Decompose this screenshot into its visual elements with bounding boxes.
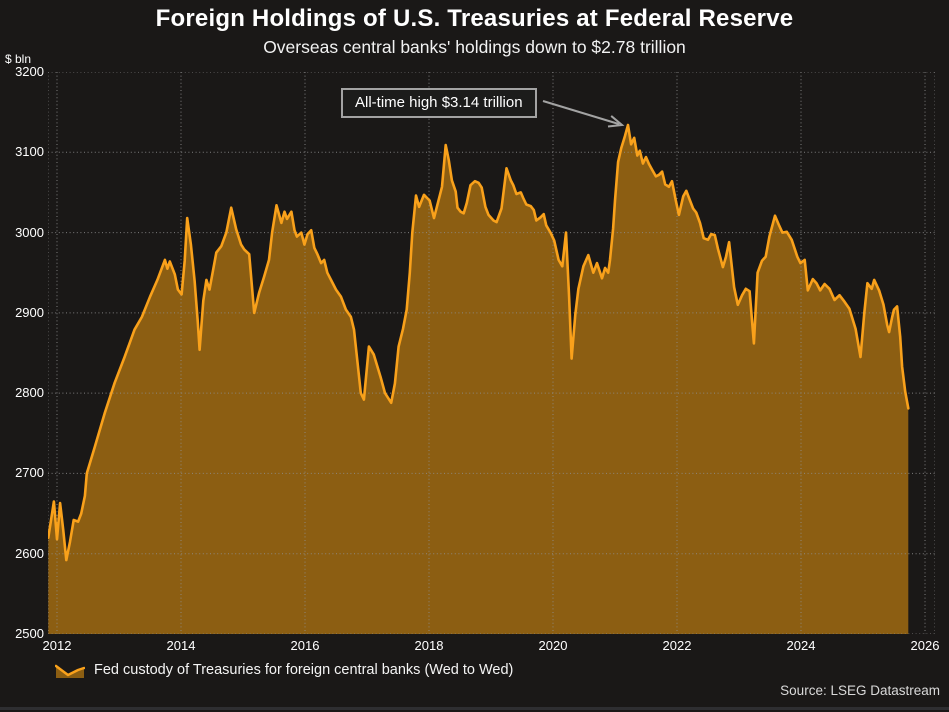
x-tick-label: 2018 (414, 638, 444, 653)
x-tick-label: 2024 (786, 638, 816, 653)
x-tick-label: 2014 (166, 638, 196, 653)
x-tick-label: 2020 (538, 638, 568, 653)
chart-legend: Fed custody of Treasuries for foreign ce… (55, 660, 513, 680)
y-tick-label: 3200 (15, 64, 44, 79)
annotation-callout: All-time high $3.14 trillion (341, 88, 537, 118)
annotation-arrow-shaft (542, 100, 620, 126)
page-subtitle: Overseas central banks' holdings down to… (263, 37, 686, 57)
y-tick-label: 2700 (15, 465, 44, 481)
area-series-swatch-icon (55, 664, 85, 678)
source-credit: Source: LSEG Datastream (780, 683, 940, 698)
chart-plot-area (47, 71, 936, 635)
x-tick-label: 2016 (290, 638, 320, 653)
y-tick-label: 2800 (15, 385, 44, 401)
bottom-border-strip (0, 707, 949, 710)
annotation-text: All-time high $3.14 trillion (355, 94, 523, 111)
series-line (47, 123, 910, 562)
y-tick-label: 3100 (15, 144, 44, 160)
x-tick-label: 2022 (662, 638, 692, 653)
y-tick-label: 2600 (15, 545, 44, 561)
x-tick-label: 2026 (910, 638, 940, 653)
legend-label: Fed custody of Treasuries for foreign ce… (94, 662, 514, 678)
page-title: Foreign Holdings of U.S. Treasuries at F… (155, 5, 794, 32)
area-fill (48, 125, 909, 634)
annotation-arrowhead-icon (607, 115, 625, 128)
y-tick-label: 2900 (15, 304, 44, 320)
y-tick-label: 3000 (15, 224, 44, 240)
y-tick-label: 2500 (15, 626, 44, 641)
x-tick-label: 2012 (42, 638, 72, 653)
y-axis-unit-label: $ bln (5, 52, 32, 66)
treasury-holdings-area-chart (47, 71, 936, 635)
